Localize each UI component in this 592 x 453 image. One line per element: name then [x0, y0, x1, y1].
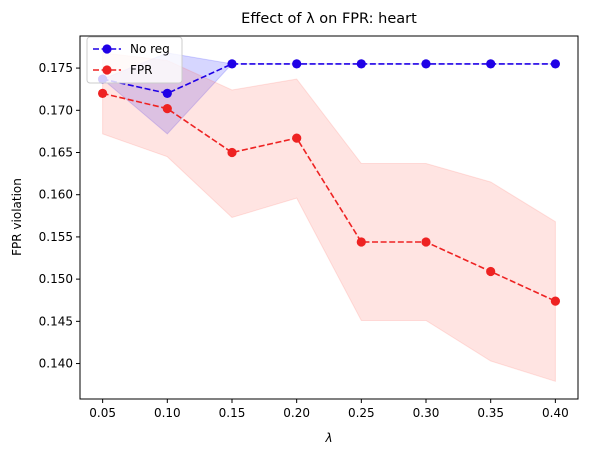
y-tick-label: 0.145	[39, 314, 73, 328]
x-tick-label: 0.30	[413, 406, 440, 420]
x-tick-label: 0.05	[89, 406, 116, 420]
legend-no-reg-marker	[102, 44, 112, 54]
x-tick-label: 0.35	[477, 406, 504, 420]
fpr-point	[356, 237, 366, 247]
no-reg-point	[421, 59, 431, 69]
x-tick-label: 0.25	[348, 406, 375, 420]
fpr-point	[227, 147, 237, 158]
legend-fpr-marker	[102, 65, 112, 75]
chart-title: Effect of λ on FPR: heart	[241, 11, 417, 27]
legend: No reg FPR	[86, 36, 183, 84]
y-tick-label: 0.140	[39, 357, 73, 371]
x-axis-label: λ	[324, 431, 332, 445]
x-tick-label: 0.15	[219, 406, 246, 420]
no-reg-point	[162, 88, 172, 98]
x-axis-ticks: 0.05 0.10 0.15 0.20 0.25 0.30 0.35 0.40	[89, 399, 569, 420]
plot-frame	[79, 35, 579, 400]
no-reg-line	[102, 63, 556, 95]
y-tick-label: 0.170	[39, 103, 73, 117]
y-tick-label: 0.150	[39, 272, 73, 286]
y-tick-label: 0.165	[39, 145, 73, 159]
fpr-point	[550, 296, 561, 306]
fpr-line	[102, 92, 556, 302]
y-tick-label: 0.155	[39, 230, 73, 244]
no-reg-point	[486, 59, 496, 69]
fpr-point	[162, 104, 172, 114]
fpr-point	[486, 266, 496, 277]
series-markers	[98, 59, 561, 306]
no-reg-point	[227, 59, 237, 69]
series-lines	[102, 63, 556, 302]
legend-no-reg-label: No reg	[130, 42, 170, 56]
y-tick-label: 0.175	[39, 61, 73, 75]
y-axis-ticks: 0.140 0.145 0.150 0.155 0.160 0.165 0.170 0.175	[39, 61, 80, 371]
confidence-bands	[101, 52, 556, 382]
x-tick-label: 0.20	[283, 406, 310, 420]
no-reg-point	[292, 59, 302, 69]
x-tick-label: 0.10	[154, 406, 181, 420]
fpr-point	[98, 88, 108, 98]
x-tick-label: 0.40	[542, 406, 569, 420]
legend-fpr-label: FPR	[130, 63, 152, 77]
fpr-point	[292, 133, 302, 143]
y-axis-label: FPR violation	[10, 178, 24, 256]
y-tick-label: 0.160	[39, 188, 73, 202]
fpr-point	[421, 237, 431, 247]
no-reg-point	[550, 59, 561, 69]
fpr-band	[102, 52, 556, 382]
no-reg-point	[356, 59, 366, 69]
